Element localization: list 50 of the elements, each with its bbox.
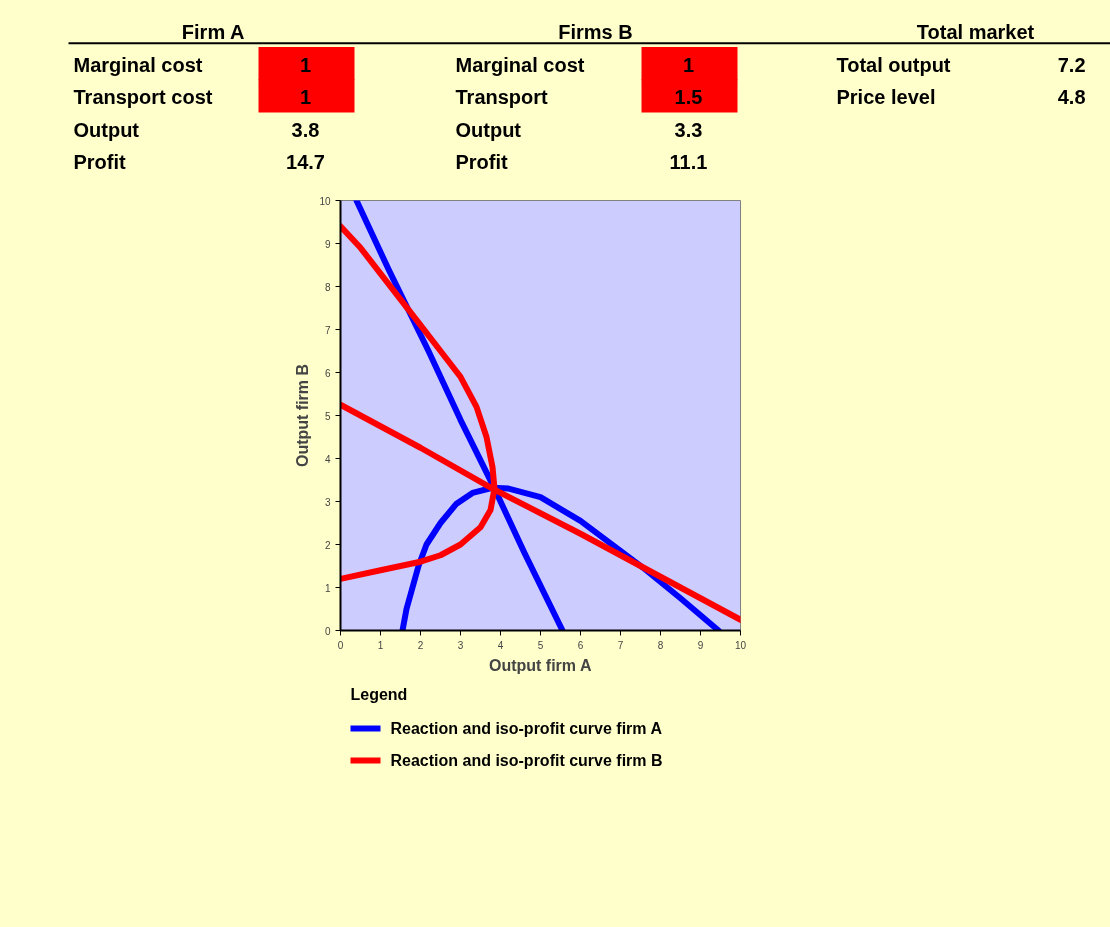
x-tick-label: 8 (657, 639, 664, 651)
x-axis-title: Output firm A (488, 656, 592, 674)
legend-label: Reaction and iso-profit curve firm B (390, 752, 663, 769)
text: Total output (836, 54, 951, 77)
legend-title: Legend (350, 686, 408, 703)
x-tick-label: 0 (337, 639, 344, 651)
text: 3.8 (291, 118, 320, 141)
y-axis-title: Output firm B (294, 363, 312, 468)
x-tick-label: 4 (497, 639, 504, 651)
x-tick-label: 10 (734, 639, 747, 651)
x-tick-label: 1 (377, 639, 384, 651)
text: Profit (73, 150, 127, 173)
text: Transport cost (73, 86, 213, 109)
text: 11.1 (669, 150, 708, 173)
text: 3.3 (674, 118, 703, 141)
x-tick-label: 7 (617, 639, 624, 651)
text: Marginal cost (455, 54, 585, 77)
x-tick-label: 5 (537, 639, 544, 651)
text: 7.2 (1057, 54, 1086, 77)
text: 14.7 (286, 150, 325, 173)
text: 1 (682, 54, 695, 77)
x-tick-label: 9 (697, 639, 704, 651)
y-tick-label: 4 (324, 453, 331, 465)
text: Marginal cost (73, 54, 203, 77)
text: Profit (455, 150, 509, 173)
text: Price level (836, 86, 936, 109)
text: Total market (916, 20, 1035, 43)
text: 1 (299, 86, 312, 109)
text: Output (73, 118, 140, 141)
text: 1 (299, 54, 312, 77)
legend-label: Reaction and iso-profit curve firm A (390, 720, 663, 737)
text: 4.8 (1057, 86, 1086, 109)
y-tick-label: 0 (324, 625, 331, 637)
y-tick-label: 8 (324, 281, 331, 293)
y-tick-label: 9 (324, 238, 331, 250)
y-tick-label: 10 (319, 195, 331, 207)
x-tick-label: 3 (457, 639, 464, 651)
text: Output (455, 118, 522, 141)
y-tick-label: 7 (324, 324, 331, 336)
x-tick-label: 6 (577, 639, 584, 651)
x-tick-label: 2 (417, 639, 424, 651)
y-tick-label: 6 (324, 367, 331, 379)
y-tick-label: 2 (324, 539, 331, 551)
y-tick-label: 1 (324, 582, 331, 594)
text: Firms B (558, 20, 633, 43)
y-tick-label: 3 (324, 496, 331, 508)
y-tick-label: 5 (324, 410, 331, 422)
text: 1.5 (674, 86, 703, 109)
text: Transport (455, 86, 549, 109)
text: Firm A (181, 20, 245, 43)
